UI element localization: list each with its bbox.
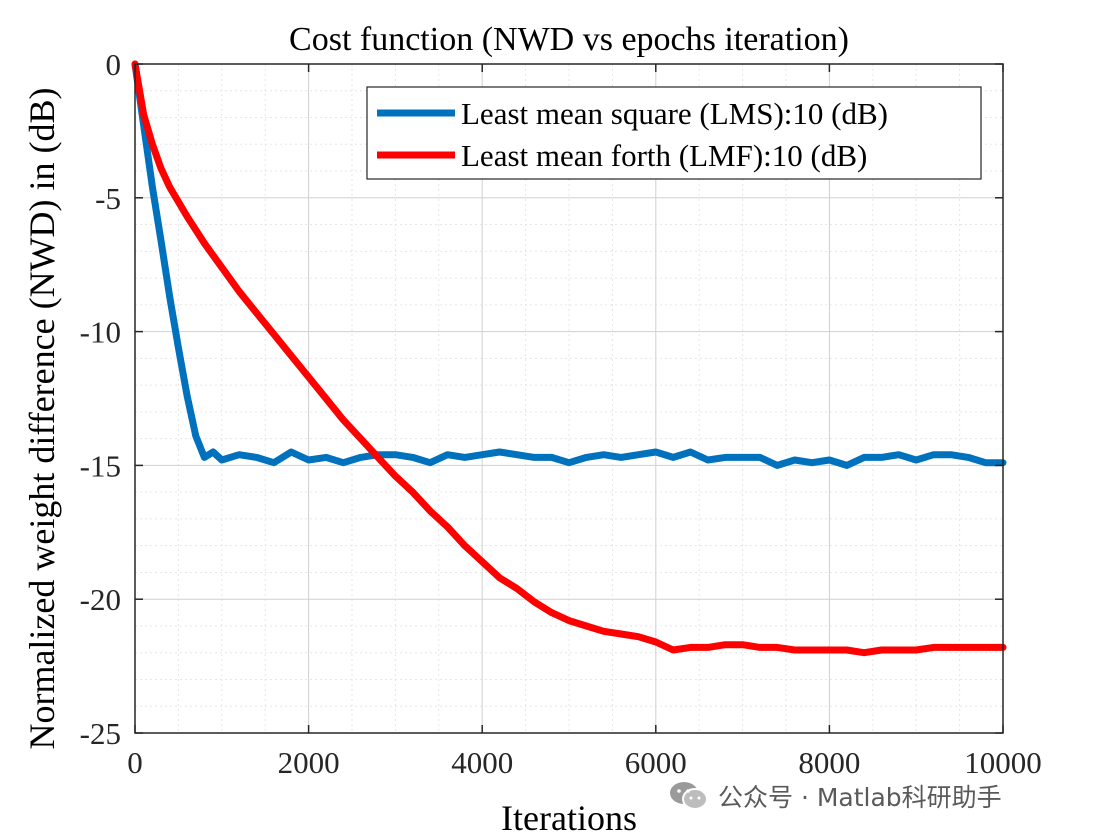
y-tick-label: -5 xyxy=(95,181,121,216)
y-axis-label: Normalized weight difference (NWD) in (d… xyxy=(22,87,62,749)
watermark-text: 公众号 · Matlab科研助手 xyxy=(718,783,1002,812)
series-line-1 xyxy=(131,60,1007,657)
y-tick-label: 0 xyxy=(106,47,122,82)
x-tick-label: 10000 xyxy=(964,745,1042,780)
x-tick-label: 8000 xyxy=(798,745,860,780)
x-axis-label: Iterations xyxy=(501,798,637,838)
wechat-icon xyxy=(670,782,708,810)
legend: Least mean square (LMS):10 (dB) Least me… xyxy=(366,86,982,180)
axes-box xyxy=(134,63,1004,734)
y-tick-label: -25 xyxy=(80,716,121,751)
x-tick-label: 0 xyxy=(127,745,143,780)
tick-layer: 0 2000 4000 6000 8000 10000 0 -5 -10 -15 -20 -25 xyxy=(80,47,1042,780)
watermark: 公众号 · Matlab科研助手 xyxy=(668,778,1002,814)
y-tick-label: -15 xyxy=(80,448,121,483)
x-tick-label: 4000 xyxy=(451,745,513,780)
x-tick-label: 2000 xyxy=(278,745,340,780)
series-layer xyxy=(131,60,1007,657)
y-tick-label: -10 xyxy=(80,315,121,350)
legend-label-lmf: Least mean forth (LMF):10 (dB) xyxy=(461,138,867,173)
y-tick-label: -20 xyxy=(80,582,121,617)
series-line-0 xyxy=(131,60,1007,469)
chart-title: Cost function (NWD vs epochs iteration) xyxy=(289,21,849,58)
legend-box xyxy=(366,86,982,180)
x-tick-label: 6000 xyxy=(625,745,687,780)
legend-label-lms: Least mean square (LMS):10 (dB) xyxy=(461,96,888,131)
